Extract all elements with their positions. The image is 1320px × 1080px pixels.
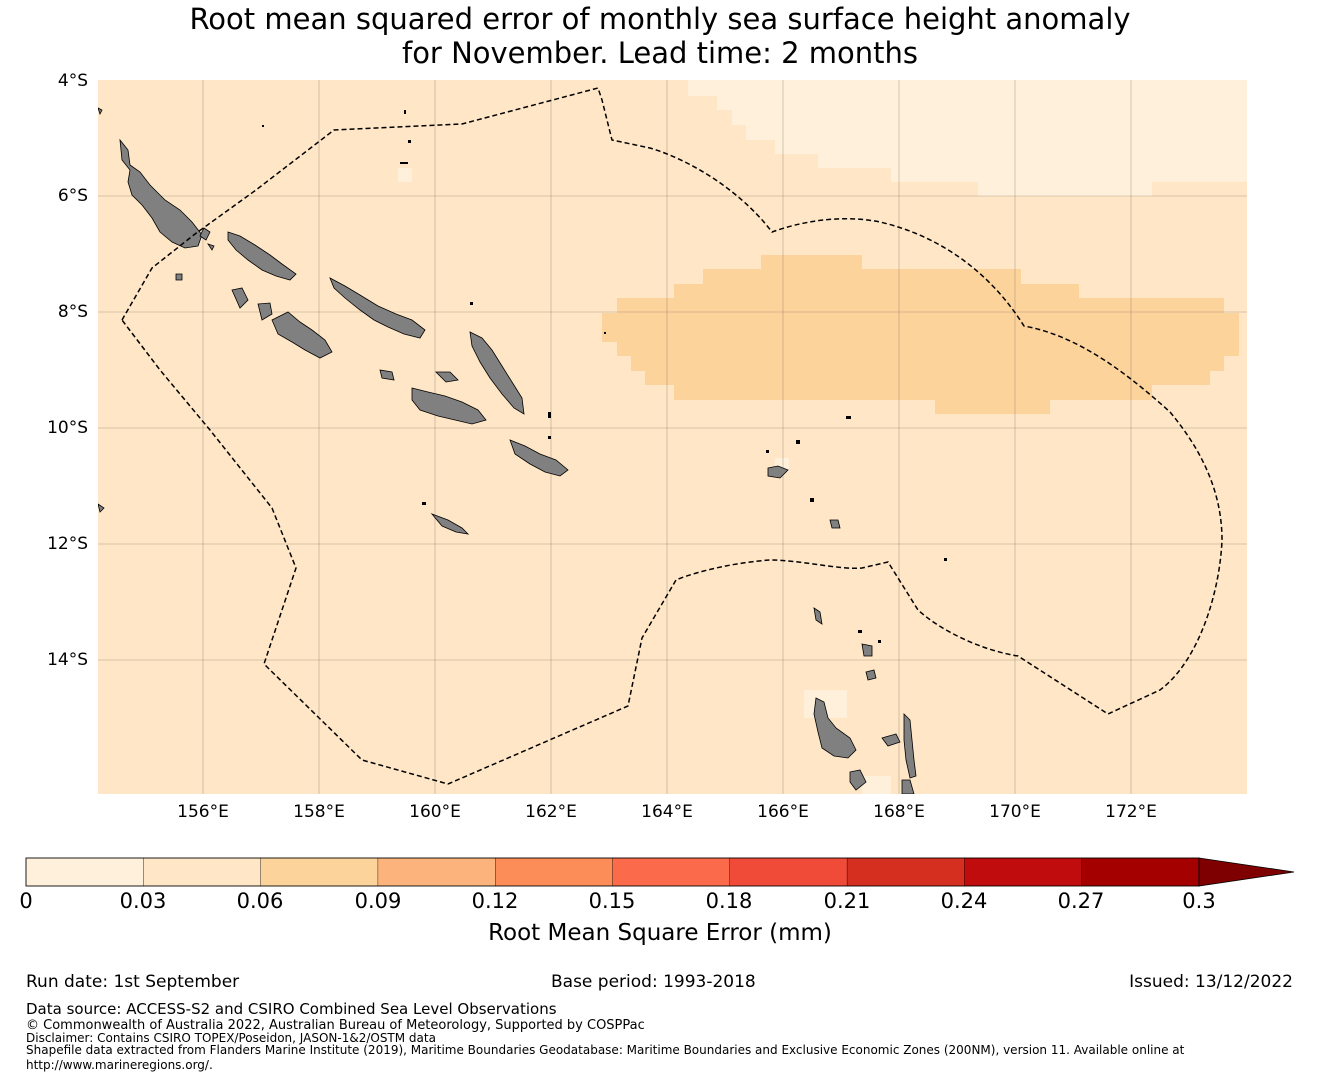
malaita-island [469, 331, 525, 415]
colorbar-tick-0-15: 0.15 [588, 889, 636, 913]
shapefile-credit: Shapefile data extracted from Flanders M… [26, 1043, 1185, 1057]
colorbar-segment [143, 857, 262, 887]
vanua-lava-island [865, 669, 877, 681]
espiritu-santo-island [813, 697, 857, 759]
pentecost-island [903, 713, 917, 779]
small-islets [262, 110, 947, 643]
colorbar-tick-0-27: 0.27 [1057, 889, 1105, 913]
colorbar-extend-arrow [1198, 857, 1295, 887]
chart-title: Root mean squared error of monthly sea s… [0, 2, 1320, 70]
florida-islands [435, 371, 459, 383]
colorbar-segment [729, 857, 848, 887]
colorbar-tick-0-06: 0.06 [236, 889, 284, 913]
lat-label-6s: 6°S [57, 186, 88, 206]
lon-label-166e: 166°E [757, 802, 809, 822]
colorbar-segment [260, 857, 379, 887]
choiseul-island [227, 231, 297, 281]
colorbar-tick-0: 0 [19, 889, 33, 913]
colorbar-segment [25, 857, 145, 887]
ambae-island [861, 643, 873, 657]
buka-island [199, 227, 211, 241]
new-georgia-island [257, 302, 273, 321]
lon-label-156e: 156°E [177, 802, 229, 822]
lon-label-170e: 170°E [989, 802, 1041, 822]
santa-isabel-island [329, 277, 426, 339]
base-period: Base period: 1993-2018 [551, 972, 756, 992]
treasury-island [207, 243, 215, 251]
shortland-islands [175, 273, 183, 281]
northeast-low-band [688, 80, 1247, 196]
title-line-2: for November. Lead time: 2 months [401, 36, 919, 70]
lon-label-164e: 164°E [641, 802, 693, 822]
graticule [98, 80, 1247, 794]
title-line-1: Root mean squared error of monthly sea s… [189, 2, 1131, 36]
bougainville-island [119, 138, 203, 249]
colorbar-segment [612, 857, 731, 887]
land-masses [98, 107, 917, 794]
copyright: © Commonwealth of Australia 2022, Austra… [26, 1018, 645, 1033]
data-source: Data source: ACCESS-S2 and CSIRO Combine… [26, 1000, 557, 1018]
colorbar-segment [846, 857, 966, 887]
run-date: Run date: 1st September [26, 972, 240, 992]
colorbar-tick-0-03: 0.03 [119, 889, 167, 913]
guadalcanal-island [411, 387, 487, 425]
vanikoro-island [829, 519, 841, 529]
lon-label-168e: 168°E [873, 802, 925, 822]
russell-islands [379, 369, 395, 381]
colorbar [25, 857, 1295, 887]
central-high-band [602, 255, 1239, 414]
lat-label-12s: 12°S [47, 534, 88, 554]
banks-island [901, 779, 915, 794]
colorbar-segment [495, 857, 614, 887]
lon-label-158e: 158°E [293, 802, 345, 822]
lat-label-10s: 10°S [47, 418, 88, 438]
eez-boundary [121, 87, 1223, 785]
new-georgia-group [271, 311, 333, 359]
colorbar-tick-0-12: 0.12 [471, 889, 519, 913]
colorbar-tick-0-18: 0.18 [705, 889, 753, 913]
lat-label-14s: 14°S [47, 650, 88, 670]
torres-islands [813, 607, 823, 625]
colorbar-tick-0-21: 0.21 [823, 889, 871, 913]
lat-label-8s: 8°S [57, 302, 88, 322]
light-patch [398, 168, 412, 182]
vella-lavella-island [231, 287, 249, 309]
lon-label-172e: 172°E [1105, 802, 1157, 822]
lat-label-4s: 4°S [57, 71, 88, 91]
issued-date: Issued: 13/12/2022 [1129, 972, 1293, 992]
ambrym-island [849, 769, 867, 791]
colorbar-tick-0-3: 0.3 [1182, 889, 1216, 913]
colorbar-segment [1081, 857, 1200, 887]
colorbar-frame [25, 857, 1200, 887]
malekula-island [881, 733, 901, 747]
colorbar-segment [377, 857, 496, 887]
santa-cruz-islands [767, 465, 789, 479]
west-islet [98, 503, 105, 513]
disclaimer: Disclaimer: Contains CSIRO TOPEX/Poseido… [26, 1031, 436, 1045]
makira-island [509, 439, 569, 477]
rennell-island [430, 513, 470, 535]
lon-label-160e: 160°E [409, 802, 461, 822]
background-field [98, 80, 1247, 794]
light-patch [862, 776, 891, 794]
colorbar-tick-0-09: 0.09 [354, 889, 402, 913]
colorbar-segment [964, 857, 1083, 887]
sea-level-error-map [98, 80, 1247, 794]
lon-label-162e: 162°E [525, 802, 577, 822]
colorbar-tick-0-24: 0.24 [940, 889, 988, 913]
shapefile-url: http://www.marineregions.org/. [26, 1058, 213, 1072]
northwest-islet [98, 107, 103, 116]
colorbar-label: Root Mean Square Error (mm) [488, 920, 832, 946]
